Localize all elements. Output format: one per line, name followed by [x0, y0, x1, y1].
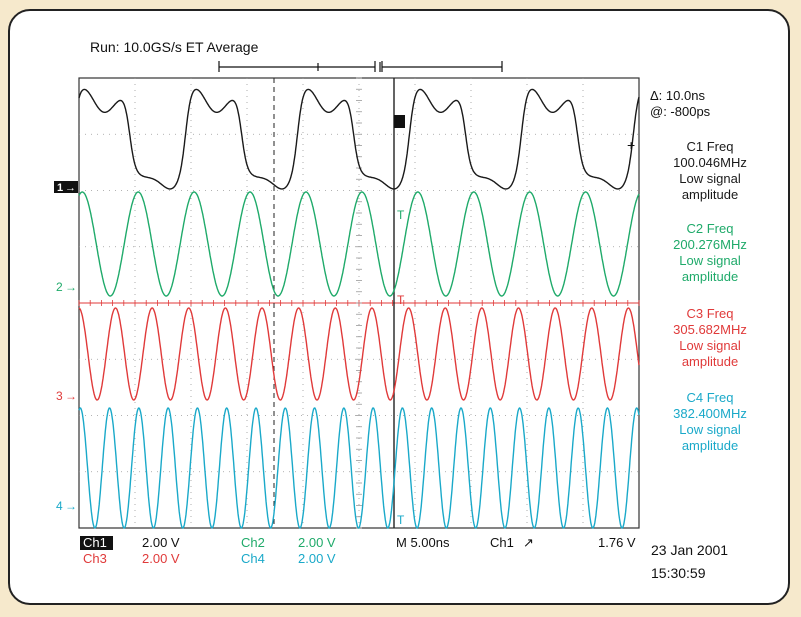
footer-ch1-scale: 2.00 V	[142, 535, 180, 550]
footer-timebase[interactable]: M 5.00ns	[396, 535, 450, 550]
ch3-marker-label: 3	[56, 389, 63, 403]
ch2-waveform	[78, 191, 640, 297]
ch2-marker-label: 2	[56, 280, 63, 294]
ch1-marker-label: 1	[57, 182, 63, 194]
cursor-position-readout: @: -800ps	[650, 104, 711, 119]
footer-ch4-label[interactable]: Ch4	[241, 551, 265, 566]
measurement-c3-title: C3 Freq	[687, 306, 734, 321]
measurement-c2-title: C2 Freq	[687, 221, 734, 236]
ch1-label-highlight	[80, 536, 113, 550]
measurement-c1-value: 100.046MHz	[673, 155, 747, 170]
footer-ch3-label[interactable]: Ch3	[83, 551, 107, 566]
trigger-arrow-icon: +	[627, 137, 635, 153]
footer-ch4-scale: 2.00 V	[298, 551, 336, 566]
ch2-ground-marker[interactable]: 2 →	[56, 280, 77, 294]
footer-ch3-scale: 2.00 V	[142, 551, 180, 566]
cursor-delta-readout: Δ: 10.0ns	[650, 88, 705, 103]
ch4-ground-marker[interactable]: 4 →	[56, 499, 77, 513]
ch3-arrow-icon: →	[65, 389, 77, 403]
cursor-ch2-tick-icon: T	[397, 208, 405, 222]
ch1-ground-marker[interactable]: 1 →	[54, 181, 78, 194]
footer-ch2-label[interactable]: Ch2	[241, 535, 265, 550]
scope-bezel	[8, 9, 790, 605]
ch4-waveform	[78, 407, 640, 529]
ch3-ground-marker[interactable]: 3 →	[56, 389, 77, 403]
measurement-c1-title: C1 Freq	[687, 139, 734, 154]
measurement-c1: C1 Freq 100.046MHz Low signal amplitude	[673, 139, 747, 202]
ch2-arrow-icon: →	[65, 280, 77, 294]
measurement-c1-note1: Low signal	[679, 171, 741, 186]
footer-trigger-source[interactable]: Ch1	[490, 535, 514, 550]
ch1-waveform	[78, 88, 640, 190]
measurement-c2-note1: Low signal	[679, 253, 741, 268]
ch4-marker-label: 4	[56, 499, 63, 513]
footer-time: 15:30:59	[651, 565, 706, 581]
measurement-c3: C3 Freq 305.682MHz Low signal amplitude	[673, 306, 747, 369]
run-status: Run: 10.0GS/s ET Average	[90, 39, 259, 55]
ch1-arrow-icon: →	[65, 182, 76, 194]
trigger-level-marker[interactable]	[394, 115, 405, 128]
measurement-c2: C2 Freq 200.276MHz Low signal amplitude	[673, 221, 747, 284]
trigger-slope-icon: ↗	[523, 535, 534, 550]
footer-ch1-label[interactable]: Ch1	[83, 535, 107, 550]
measurement-c1-note2: amplitude	[682, 187, 738, 202]
footer-trigger-level[interactable]: 1.76 V	[598, 535, 636, 550]
record-view-bracket	[218, 61, 503, 72]
measurement-c4: C4 Freq 382.400MHz Low signal amplitude	[673, 390, 747, 453]
footer-date: 23 Jan 2001	[651, 542, 728, 558]
measurement-c4-title: C4 Freq	[687, 390, 734, 405]
measurement-c4-note1: Low signal	[679, 422, 741, 437]
ch4-arrow-icon: →	[65, 499, 77, 513]
measurement-c4-note2: amplitude	[682, 438, 738, 453]
cursor-ch3-tick-icon: T	[397, 293, 405, 307]
cursor-ch4-tick-icon: T	[397, 513, 405, 527]
measurement-c3-note2: amplitude	[682, 354, 738, 369]
measurement-c4-value: 382.400MHz	[673, 406, 747, 421]
measurement-c3-value: 305.682MHz	[673, 322, 747, 337]
measurement-c2-note2: amplitude	[682, 269, 738, 284]
ch3-waveform	[78, 307, 640, 401]
measurement-c2-value: 200.276MHz	[673, 237, 747, 252]
measurement-c3-note1: Low signal	[679, 338, 741, 353]
footer-ch2-scale: 2.00 V	[298, 535, 336, 550]
